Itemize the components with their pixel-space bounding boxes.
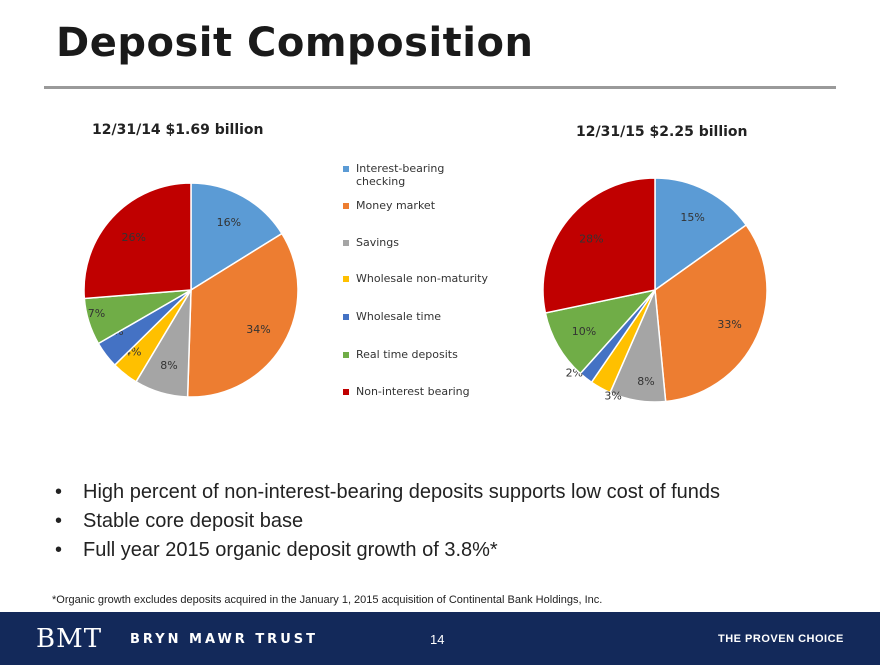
pie-title-2014: 12/31/14 $1.69 billion [92, 122, 264, 138]
pie-charts: 16%34%8%4%4%7%26% 15%33%8%3%2%10%28% [83, 177, 768, 403]
data-label-money-market: 33% [717, 318, 741, 331]
bullet-dot: • [55, 539, 63, 561]
data-label-real-time-deposits: 7% [88, 307, 105, 320]
data-label-savings: 8% [160, 359, 177, 372]
legend-label: Savings [356, 236, 399, 249]
data-label-non-interest-bearing: 28% [579, 232, 603, 245]
data-label-wholesale-non-maturity: 3% [604, 390, 621, 403]
legend-swatch [343, 314, 349, 320]
data-label-interest-bearing-checking: 16% [217, 216, 241, 229]
legend-item-real-time-deposits: Real time deposits [343, 348, 493, 361]
bullet-text: Full year 2015 organic deposit growth of… [83, 539, 498, 561]
legend-label: Wholesale time [356, 310, 442, 323]
legend-swatch [343, 389, 349, 395]
legend-item-money-market: Money market [343, 199, 493, 212]
slice-money-market [186, 232, 299, 398]
company-name: BRYN MAWR TRUST [130, 632, 318, 647]
bullet-item: • Stable core deposit base [55, 507, 720, 536]
page-title: Deposit Composition [56, 20, 534, 66]
legend-swatch [343, 276, 349, 282]
pie-title-2015: 12/31/15 $2.25 billion [576, 124, 748, 140]
legend-label: Non-interest bearing [356, 385, 470, 398]
data-label-interest-bearing-checking: 15% [680, 211, 704, 224]
tagline: THE PROVEN CHOICE [718, 633, 844, 645]
legend-item-savings: Savings [343, 236, 493, 249]
legend-label: Money market [356, 199, 436, 212]
pie-chart-2014: 16%34%8%4%4%7%26% [83, 182, 299, 398]
title-divider [44, 86, 836, 89]
bullet-dot: • [55, 510, 63, 532]
pie-chart-2015: 15%33%8%3%2%10%28% [542, 177, 768, 403]
page-number: 14 [430, 632, 445, 647]
bullet-item: • Full year 2015 organic deposit growth … [55, 536, 720, 565]
bullet-dot: • [55, 481, 63, 503]
bmt-logo: BMT [36, 624, 103, 654]
footnote: *Organic growth excludes deposits acquir… [52, 594, 603, 606]
bullet-text: High percent of non-interest-bearing dep… [83, 481, 721, 503]
slice-non-interest-bearing [83, 182, 192, 300]
footer-bar: BMT BRYN MAWR TRUST 14 THE PROVEN CHOICE [0, 612, 880, 665]
bullet-item: • High percent of non-interest-bearing d… [55, 478, 720, 507]
legend-item-interest-bearing-checking: Interest-bearing checking [343, 162, 493, 188]
data-label-savings: 8% [637, 375, 654, 388]
data-label-non-interest-bearing: 26% [121, 231, 145, 244]
legend-swatch [343, 352, 349, 358]
slice-interest-bearing-checking [190, 182, 283, 292]
bullet-list: • High percent of non-interest-bearing d… [55, 478, 720, 565]
slice-non-interest-bearing [542, 177, 656, 314]
legend-swatch [343, 166, 349, 172]
slice-real-time-deposits [544, 288, 658, 375]
bullet-text: Stable core deposit base [83, 510, 304, 532]
legend-swatch [343, 203, 349, 209]
legend-item-non-interest-bearing: Non-interest bearing [343, 385, 493, 398]
legend-item-wholesale-time: Wholesale time [343, 310, 493, 323]
legend-item-wholesale-non-maturity: Wholesale non-maturity [343, 272, 493, 285]
legend-label: Wholesale non-maturity [356, 272, 488, 285]
slice-money-market [654, 223, 768, 403]
legend-swatch [343, 240, 349, 246]
data-label-real-time-deposits: 10% [572, 325, 596, 338]
legend-label: Real time deposits [356, 348, 458, 361]
slice-interest-bearing-checking [654, 177, 748, 292]
data-label-money-market: 34% [246, 323, 270, 336]
legend-label: Interest-bearing checking [356, 162, 445, 188]
